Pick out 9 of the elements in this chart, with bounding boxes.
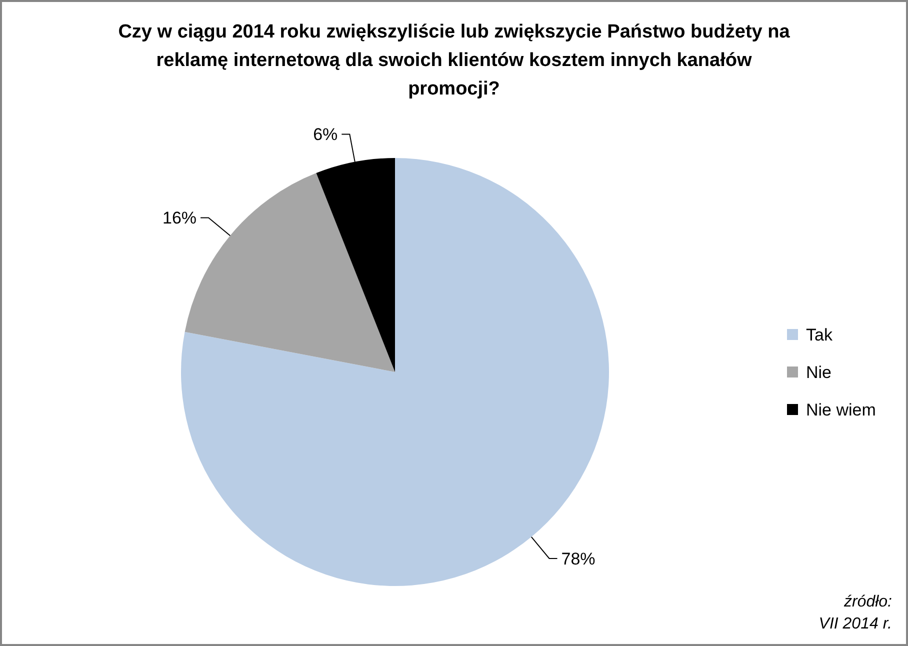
chart-title: Czy w ciągu 2014 roku zwiększyliście lub zwiększycie Państwo budżety na reklamę internetową dla swoich klientów kosztem innych kanałów promocji? bbox=[118, 22, 790, 100]
legend-label: Tak bbox=[806, 325, 833, 344]
text: VII 2014 r. bbox=[818, 616, 892, 633]
text: źródło: bbox=[842, 594, 892, 611]
legend-label: Nie bbox=[806, 362, 832, 382]
data-label: 78% bbox=[561, 549, 596, 568]
data-label: 6% bbox=[313, 125, 338, 144]
legend-label: Nie wiem bbox=[806, 400, 876, 420]
data-label: 16% bbox=[162, 208, 197, 228]
